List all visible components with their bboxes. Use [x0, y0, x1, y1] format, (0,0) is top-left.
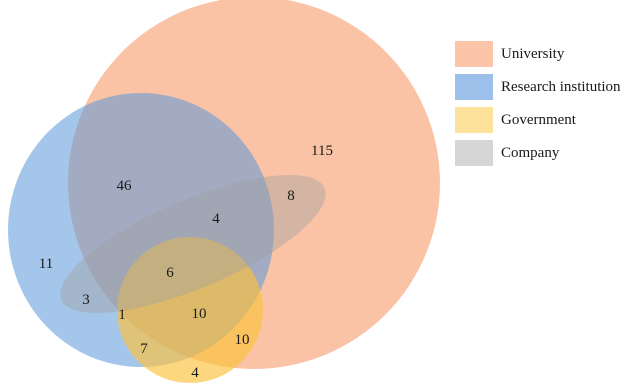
legend-item-research-institution: Research institution — [455, 73, 621, 101]
region-university-company-count: 8 — [287, 188, 295, 204]
region-university-research-count: 46 — [117, 178, 133, 194]
region-university-only-count: 115 — [311, 143, 333, 159]
region-research-government-company-count: 1 — [118, 307, 126, 323]
legend-swatch-research-institution — [455, 74, 493, 100]
legend-item-company: Company — [455, 139, 621, 167]
legend-label-research-institution: Research institution — [501, 78, 621, 95]
legend-swatch-company — [455, 140, 493, 166]
region-all-four-count: 6 — [166, 265, 174, 281]
legend-swatch-government — [455, 107, 493, 133]
region-research-company-count: 3 — [82, 292, 90, 308]
legend-item-university: University — [455, 40, 621, 68]
legend: University Research institution Governme… — [455, 40, 621, 172]
region-research-government-count: 7 — [140, 341, 148, 357]
region-university-government-outer-count: 10 — [235, 332, 250, 348]
set-company-ellipse — [60, 174, 326, 314]
region-university-research-company-count: 4 — [212, 211, 220, 227]
legend-label-university: University — [501, 45, 565, 62]
region-university-government-count: 10 — [192, 306, 207, 322]
legend-label-company: Company — [501, 144, 560, 161]
legend-swatch-university — [455, 41, 493, 67]
set-government-circle — [117, 237, 263, 383]
legend-item-government: Government — [455, 106, 621, 134]
region-research-only-count: 11 — [39, 256, 53, 272]
region-government-only-count: 4 — [191, 365, 199, 381]
legend-label-government: Government — [501, 111, 576, 128]
